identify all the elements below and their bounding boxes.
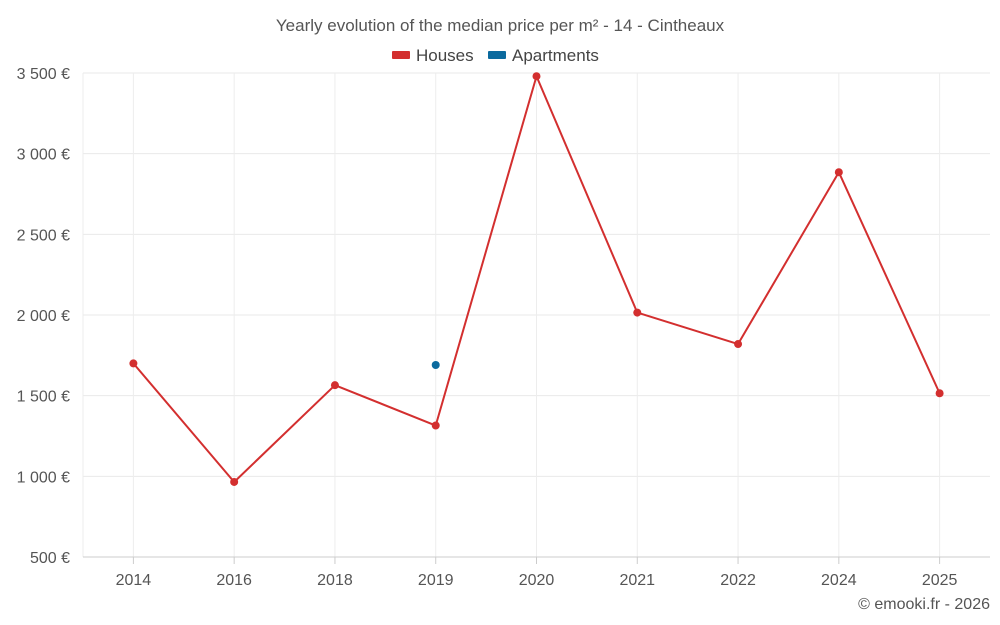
grid <box>82 72 990 557</box>
data-point-apartments[interactable] <box>431 361 440 370</box>
data-point-houses[interactable] <box>935 389 944 398</box>
chart-title: Yearly evolution of the median price per… <box>276 16 725 35</box>
x-tick-label: 2016 <box>216 572 252 589</box>
x-tick-label: 2021 <box>619 572 655 589</box>
x-tick-label: 2019 <box>418 572 454 589</box>
legend: Houses Apartments <box>392 46 599 65</box>
y-tick-label: 3 000 € <box>17 147 70 164</box>
data-point-houses[interactable] <box>431 421 440 430</box>
legend-swatch-houses <box>392 51 410 59</box>
x-tick-label: 2014 <box>116 572 152 589</box>
data-point-houses[interactable] <box>330 381 339 390</box>
y-tick-label: 3 500 € <box>17 66 70 83</box>
x-tick-label: 2024 <box>821 572 857 589</box>
y-tick-label: 2 000 € <box>17 308 70 325</box>
data-point-houses[interactable] <box>734 340 743 349</box>
y-axis: 500 € 1 000 € 1 500 € 2 000 € 2 500 € 3 000 €… <box>17 66 70 567</box>
data-point-houses[interactable] <box>834 168 843 177</box>
data-point-houses[interactable] <box>532 72 541 81</box>
y-tick-label: 2 500 € <box>17 227 70 244</box>
legend-swatch-apartments <box>488 51 506 59</box>
legend-item-houses[interactable]: Houses <box>392 46 474 65</box>
series-layer <box>129 72 944 486</box>
data-point-houses[interactable] <box>633 308 642 317</box>
credit-text: © emooki.fr - 2026 <box>858 596 990 613</box>
x-axis: 2014 2016 2018 2019 2020 2021 2022 2024 2025 <box>83 556 990 589</box>
y-tick-label: 1 500 € <box>17 389 70 406</box>
legend-item-apartments[interactable]: Apartments <box>488 46 599 65</box>
x-tick-label: 2018 <box>317 572 353 589</box>
data-point-houses[interactable] <box>230 477 239 486</box>
x-tick-label: 2025 <box>922 572 958 589</box>
data-point-houses[interactable] <box>129 359 138 368</box>
legend-label-houses: Houses <box>416 46 474 65</box>
y-tick-label: 500 € <box>30 550 70 567</box>
y-tick-label: 1 000 € <box>17 469 70 486</box>
legend-label-apartments: Apartments <box>512 46 599 65</box>
x-tick-label: 2020 <box>519 572 555 589</box>
x-tick-label: 2022 <box>720 572 756 589</box>
